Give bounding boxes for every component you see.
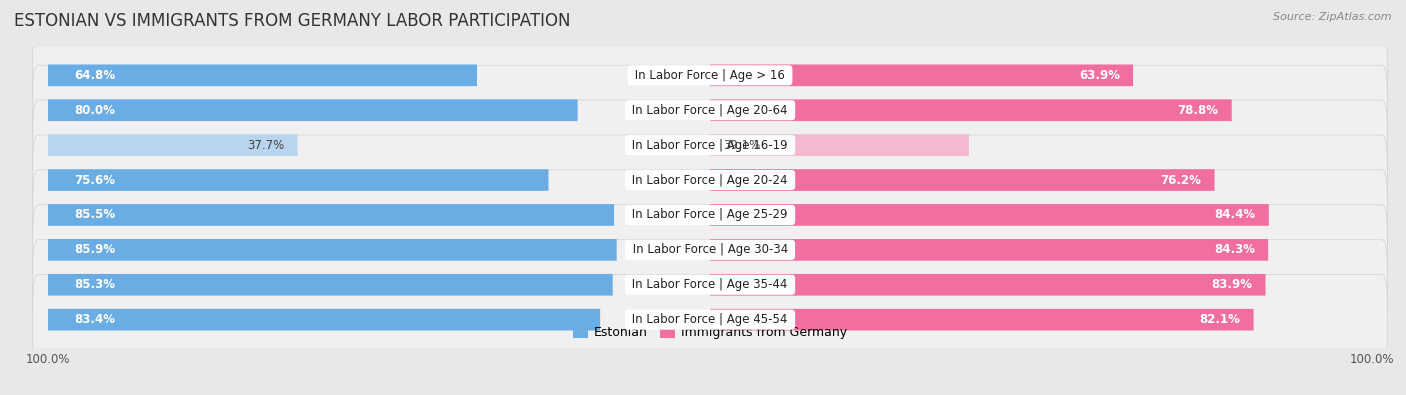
Text: 64.8%: 64.8%	[75, 69, 115, 82]
Text: 85.3%: 85.3%	[75, 278, 115, 291]
Text: 76.2%: 76.2%	[1160, 173, 1201, 186]
FancyBboxPatch shape	[32, 30, 1388, 120]
Text: In Labor Force | Age 20-24: In Labor Force | Age 20-24	[628, 173, 792, 186]
FancyBboxPatch shape	[710, 64, 1133, 86]
FancyBboxPatch shape	[710, 204, 1268, 226]
Text: In Labor Force | Age 35-44: In Labor Force | Age 35-44	[628, 278, 792, 291]
Text: 37.7%: 37.7%	[247, 139, 284, 152]
Text: 85.9%: 85.9%	[75, 243, 115, 256]
FancyBboxPatch shape	[710, 309, 1254, 331]
Text: In Labor Force | Age 20-64: In Labor Force | Age 20-64	[628, 104, 792, 117]
Text: 63.9%: 63.9%	[1078, 69, 1119, 82]
Text: 83.9%: 83.9%	[1211, 278, 1253, 291]
Text: 84.3%: 84.3%	[1213, 243, 1256, 256]
Text: In Labor Force | Age > 16: In Labor Force | Age > 16	[631, 69, 789, 82]
FancyBboxPatch shape	[710, 134, 969, 156]
FancyBboxPatch shape	[710, 274, 1265, 295]
Text: 39.1%: 39.1%	[723, 139, 761, 152]
FancyBboxPatch shape	[710, 100, 1232, 121]
Text: In Labor Force | Age 25-29: In Labor Force | Age 25-29	[628, 209, 792, 222]
FancyBboxPatch shape	[48, 134, 298, 156]
Text: 80.0%: 80.0%	[75, 104, 115, 117]
Text: ESTONIAN VS IMMIGRANTS FROM GERMANY LABOR PARTICIPATION: ESTONIAN VS IMMIGRANTS FROM GERMANY LABO…	[14, 12, 571, 30]
FancyBboxPatch shape	[48, 100, 578, 121]
Text: In Labor Force | Age 16-19: In Labor Force | Age 16-19	[628, 139, 792, 152]
FancyBboxPatch shape	[32, 240, 1388, 330]
FancyBboxPatch shape	[48, 204, 614, 226]
Text: In Labor Force | Age 45-54: In Labor Force | Age 45-54	[628, 313, 792, 326]
Text: In Labor Force | Age 30-34: In Labor Force | Age 30-34	[628, 243, 792, 256]
FancyBboxPatch shape	[48, 64, 477, 86]
Text: 82.1%: 82.1%	[1199, 313, 1240, 326]
FancyBboxPatch shape	[48, 239, 617, 261]
FancyBboxPatch shape	[48, 309, 600, 331]
Text: 75.6%: 75.6%	[75, 173, 115, 186]
FancyBboxPatch shape	[32, 275, 1388, 365]
FancyBboxPatch shape	[32, 170, 1388, 260]
FancyBboxPatch shape	[32, 135, 1388, 225]
FancyBboxPatch shape	[48, 274, 613, 295]
Legend: Estonian, Immigrants from Germany: Estonian, Immigrants from Germany	[568, 322, 852, 344]
Text: 85.5%: 85.5%	[75, 209, 115, 222]
FancyBboxPatch shape	[32, 205, 1388, 295]
Text: 83.4%: 83.4%	[75, 313, 115, 326]
Text: Source: ZipAtlas.com: Source: ZipAtlas.com	[1274, 12, 1392, 22]
FancyBboxPatch shape	[710, 169, 1215, 191]
Text: 78.8%: 78.8%	[1177, 104, 1219, 117]
FancyBboxPatch shape	[32, 65, 1388, 155]
FancyBboxPatch shape	[710, 239, 1268, 261]
Text: 84.4%: 84.4%	[1215, 209, 1256, 222]
FancyBboxPatch shape	[32, 100, 1388, 190]
FancyBboxPatch shape	[48, 169, 548, 191]
